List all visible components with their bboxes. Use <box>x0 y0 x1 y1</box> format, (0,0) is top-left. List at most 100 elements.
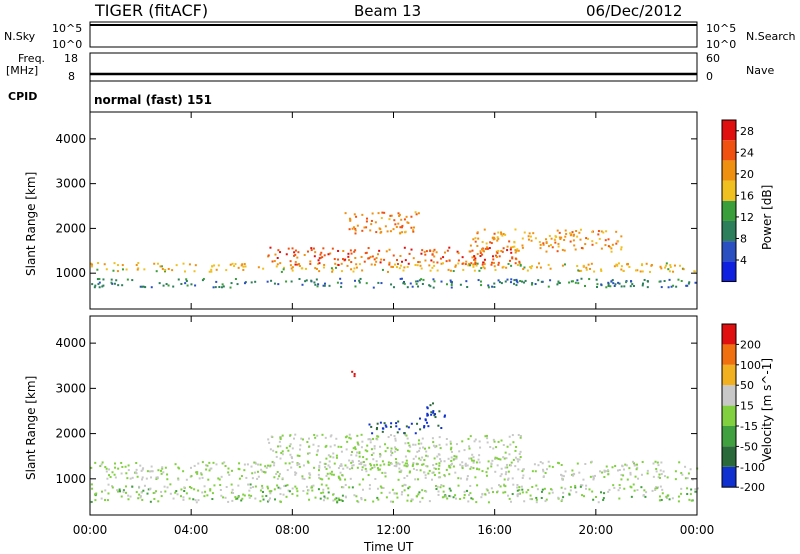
data-cell-band-5 <box>602 497 605 500</box>
data-cell-band-0 <box>105 268 108 271</box>
data-cell-band-0 <box>480 267 483 270</box>
data-cell-band-2 <box>431 253 434 256</box>
data-cell-band-1 <box>688 281 691 284</box>
data-cell-band-1 <box>202 277 205 280</box>
data-cell-band-1 <box>401 461 404 464</box>
data-cell-band-5 <box>274 498 277 501</box>
data-cell-band-0 <box>308 476 311 479</box>
data-cell-band-1 <box>509 464 512 467</box>
data-cell-band-0 <box>238 462 241 465</box>
data-cell-band-0 <box>318 466 321 469</box>
data-cell-band-1 <box>377 281 380 284</box>
data-cell-band-1 <box>658 280 661 283</box>
data-cell-band-1 <box>605 286 608 289</box>
data-cell-band-1 <box>434 446 437 449</box>
data-cell-band-1 <box>449 442 452 445</box>
data-cell-band-0 <box>386 270 389 273</box>
data-cell-band-1 <box>294 433 297 436</box>
data-cell-band-5 <box>516 493 519 496</box>
data-cell-band-0 <box>607 473 610 476</box>
data-cell-band-1 <box>141 285 144 288</box>
data-cell-band-0 <box>679 264 682 267</box>
data-cell-band-1 <box>366 444 369 447</box>
data-cell-band-3 <box>352 226 355 229</box>
data-cell-band-5 <box>535 498 538 501</box>
data-cell-band-0 <box>603 470 606 473</box>
data-cell-band-5 <box>231 499 234 502</box>
data-cell-band-0 <box>378 468 381 471</box>
data-cell-band-1 <box>289 434 292 437</box>
data-cell-band-5 <box>403 489 406 492</box>
nsearch-tick-high: 10^5 <box>706 22 737 35</box>
data-cell-band-1 <box>150 286 153 289</box>
data-cell-band-0 <box>601 471 604 474</box>
data-cell-band-0 <box>490 465 493 468</box>
data-cell-band-1 <box>426 455 429 458</box>
data-cell-band-1 <box>530 283 533 286</box>
data-cell-band-0 <box>459 463 462 466</box>
data-cell-band-1 <box>478 440 481 443</box>
data-cell-band-0 <box>440 262 443 265</box>
data-cell-band-5 <box>353 494 356 497</box>
data-cell-band-5 <box>355 495 358 498</box>
data-cell-band-0 <box>578 471 581 474</box>
data-cell-band-3 <box>380 230 383 233</box>
data-cell-band-1 <box>418 449 421 452</box>
data-cell-band-0 <box>461 465 464 468</box>
data-cell-band-3 <box>361 213 364 216</box>
data-cell-band-1 <box>322 284 325 287</box>
data-cell-band-5 <box>475 501 478 504</box>
data-cell-band-1 <box>329 445 332 448</box>
data-cell-band-1 <box>394 458 397 461</box>
data-cell-band-0 <box>195 471 198 474</box>
data-cell-band-5 <box>231 488 234 491</box>
data-cell-band-0 <box>580 269 583 272</box>
data-cell-band-2 <box>294 263 297 266</box>
data-cell-band-5 <box>203 485 206 488</box>
data-cell-band-4 <box>521 244 524 247</box>
data-cell-band-0 <box>533 463 536 466</box>
data-cell-band-5 <box>696 487 699 490</box>
data-cell-band-1 <box>298 448 301 451</box>
data-cell-band-0 <box>370 263 373 266</box>
data-cell-band-0 <box>298 264 301 267</box>
data-cell-band-1 <box>512 458 515 461</box>
data-cell-band-4 <box>501 234 504 237</box>
data-cell-band-1 <box>396 448 399 451</box>
data-cell-band-1 <box>455 455 458 458</box>
data-cell-band-1 <box>468 447 471 450</box>
data-cell-band-2 <box>445 260 448 263</box>
data-cell-band-1 <box>373 464 376 467</box>
data-cell-band-2 <box>309 262 312 265</box>
data-cell-band-0 <box>318 476 321 479</box>
data-cell-band-2 <box>470 262 473 265</box>
data-cell-band-2 <box>416 422 419 425</box>
data-cell-band-1 <box>313 281 316 284</box>
data-cell-band-5 <box>323 496 326 499</box>
data-cell-band-0 <box>562 475 565 478</box>
data-cell-band-0 <box>436 269 439 272</box>
data-cell-band-0 <box>506 466 509 469</box>
data-cell-band-5 <box>630 495 633 498</box>
data-cell-band-0 <box>502 265 505 268</box>
data-cell-band-1 <box>369 464 372 467</box>
data-cell-band-0 <box>678 461 681 464</box>
data-cell-band-1 <box>433 280 436 283</box>
data-cell-band-0 <box>587 263 590 266</box>
data-cell-band-0 <box>116 270 119 273</box>
data-cell-band-2 <box>319 253 322 256</box>
data-cell-band-2 <box>273 260 276 263</box>
data-cell-band-4 <box>556 250 559 253</box>
panel-1-data <box>90 370 699 504</box>
data-cell-band-0 <box>155 476 158 479</box>
data-cell-band-5 <box>529 494 532 497</box>
data-cell-band-0 <box>111 471 114 474</box>
data-cell-band-2 <box>375 260 378 263</box>
data-cell-band-0 <box>114 462 117 465</box>
data-cell-band-5 <box>531 485 534 488</box>
data-cell-band-0 <box>412 461 415 464</box>
data-cell-band-0 <box>414 478 417 481</box>
data-cell-band-2 <box>287 247 290 250</box>
data-cell-band-0 <box>420 267 423 270</box>
data-cell-band-5 <box>487 501 490 504</box>
